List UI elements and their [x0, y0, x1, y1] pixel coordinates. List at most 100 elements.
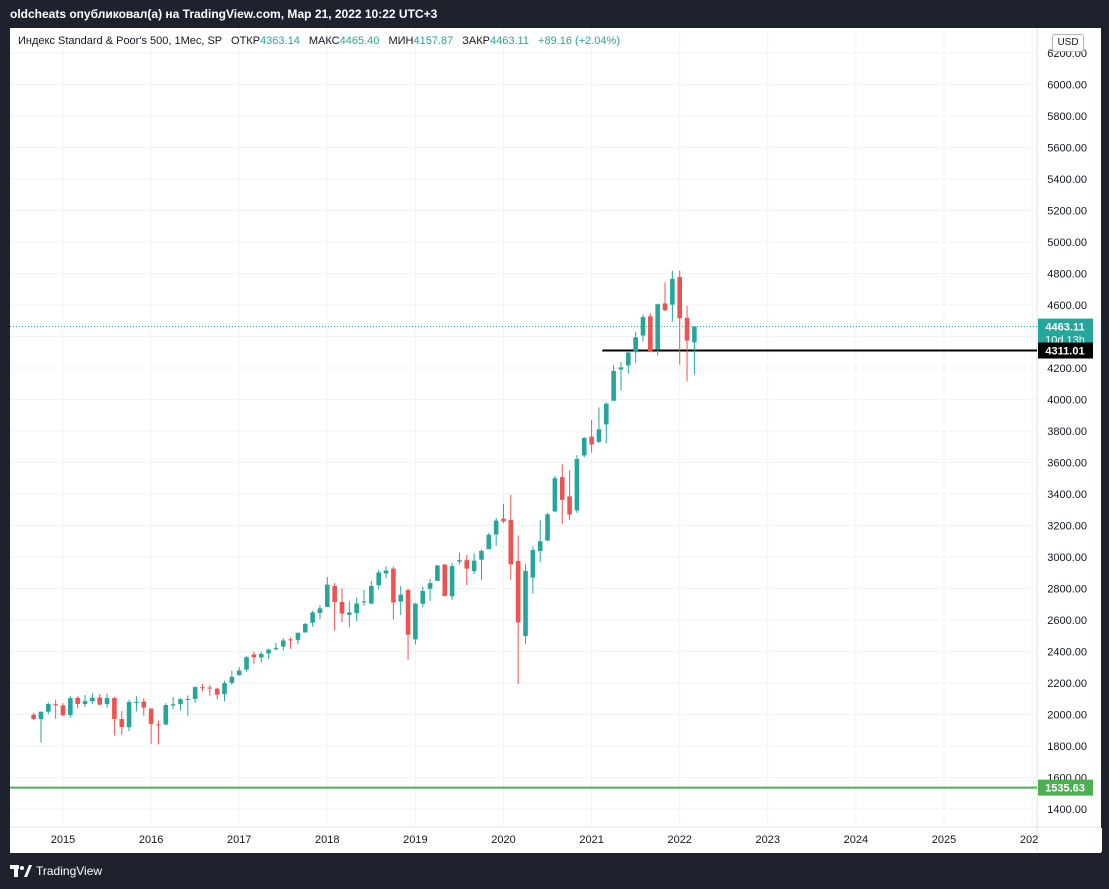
candle-body [383, 570, 389, 574]
x-tick-label: 2020 [491, 834, 515, 846]
y-tick-label: 1800.00 [1047, 741, 1087, 753]
candle-body [200, 687, 205, 689]
candle-body [236, 670, 242, 675]
candle-body [332, 585, 337, 603]
candle-body [633, 337, 638, 353]
y-tick-label: 3600.00 [1047, 458, 1087, 470]
high-label: МАКС [308, 35, 340, 47]
candle-body [537, 541, 543, 552]
tradingview-logo-icon [10, 865, 32, 877]
change-value: +89.16 (+2.04%) [538, 35, 620, 47]
candle-body [486, 534, 492, 550]
y-tick-label: 4200.00 [1047, 363, 1087, 375]
candle-body [214, 688, 220, 695]
candle-body [46, 703, 51, 712]
candle-body [339, 601, 345, 614]
high-value: 4465.40 [339, 35, 380, 47]
candle-body [692, 326, 697, 343]
candle-body [229, 676, 235, 683]
y-tick-label: 5400.00 [1047, 174, 1087, 186]
x-tick-label: 2019 [403, 834, 427, 846]
candle-body [97, 697, 103, 705]
candle-body [325, 584, 330, 607]
x-tick-label: 2024 [844, 834, 868, 846]
y-tick-label: 4000.00 [1047, 395, 1087, 407]
candle-body [567, 496, 572, 515]
candle-body [251, 654, 257, 658]
candle-body [508, 519, 514, 565]
candle-body [280, 640, 286, 647]
candle-body [31, 714, 36, 719]
symbol-name: Индекс Standard & Poor's 500, 1Mес, SP [18, 35, 222, 47]
candle-body [618, 367, 624, 370]
currency-button[interactable]: USD [1052, 34, 1084, 52]
x-tick-label: 2023 [756, 834, 780, 846]
candle-body [530, 550, 536, 578]
candle-body [640, 317, 646, 336]
candle-body [391, 568, 396, 603]
candle-body [38, 711, 44, 720]
candle-body [376, 572, 381, 586]
level-price-tag [1038, 342, 1093, 359]
candle-body [662, 303, 668, 311]
open-value: 4363.14 [260, 35, 300, 47]
y-tick-label: 5600.00 [1047, 143, 1087, 155]
candle-body [435, 565, 440, 581]
publisher-text: oldcheats опубликовал(а) на TradingView.… [10, 7, 438, 21]
candle-body [258, 654, 264, 658]
low-value: 4157.87 [413, 35, 454, 47]
y-tick-label: 6000.00 [1047, 80, 1087, 92]
candle-body [75, 697, 80, 704]
y-tick-label: 1400.00 [1047, 804, 1087, 816]
candle-body [398, 594, 404, 602]
candle-body [119, 719, 125, 728]
x-tick-label: 2018 [315, 834, 339, 846]
candle-body [185, 698, 191, 700]
candle-body [134, 701, 139, 703]
candle-body [126, 702, 132, 728]
brand-name: TradingView [36, 864, 103, 878]
candle-body [559, 477, 565, 500]
y-tick-label: 4600.00 [1047, 300, 1087, 312]
candle-body [464, 560, 470, 569]
candle-body [310, 612, 315, 623]
publisher-bar: oldcheats опубликовал(а) на TradingView.… [0, 0, 1109, 28]
y-tick-label: 4800.00 [1047, 269, 1087, 281]
candle-body [170, 704, 176, 706]
chart-panel[interactable] [10, 28, 1101, 853]
candle-body [501, 518, 506, 522]
y-tick-label: 3000.00 [1047, 552, 1087, 564]
y-tick-label: 3800.00 [1047, 426, 1087, 438]
candle-body [244, 657, 249, 670]
candle-body [354, 603, 359, 614]
candle-body [677, 276, 682, 319]
candle-body [207, 687, 213, 689]
footer-bar [0, 853, 1109, 889]
candle-body [574, 459, 580, 511]
candle-body [112, 698, 117, 719]
y-tick-label: 5800.00 [1047, 111, 1087, 123]
candle-body [295, 632, 301, 640]
candle-body [156, 724, 161, 726]
candle-body [670, 278, 675, 305]
x-tick-label: 2025 [932, 834, 956, 846]
y-tick-label: 3400.00 [1047, 489, 1087, 501]
y-tick-label: 2400.00 [1047, 647, 1087, 659]
y-tick-label: 2600.00 [1047, 615, 1087, 627]
tradingview-logo[interactable]: TradingView [10, 864, 102, 878]
candle-body [266, 649, 271, 654]
candle-body [302, 623, 308, 633]
candle-body [648, 316, 653, 351]
y-tick-label: 5000.00 [1047, 237, 1087, 249]
candle-body [104, 698, 110, 704]
candle-body [479, 551, 484, 560]
close-label: ЗАКР [462, 35, 491, 47]
low-label: МИН [388, 35, 414, 47]
candle-body [273, 647, 279, 650]
candle-body [222, 683, 227, 695]
level-price-label: 1535.63 [1045, 783, 1085, 795]
candle-body [589, 436, 594, 445]
candle-body [596, 429, 602, 442]
candle-body [192, 687, 198, 699]
